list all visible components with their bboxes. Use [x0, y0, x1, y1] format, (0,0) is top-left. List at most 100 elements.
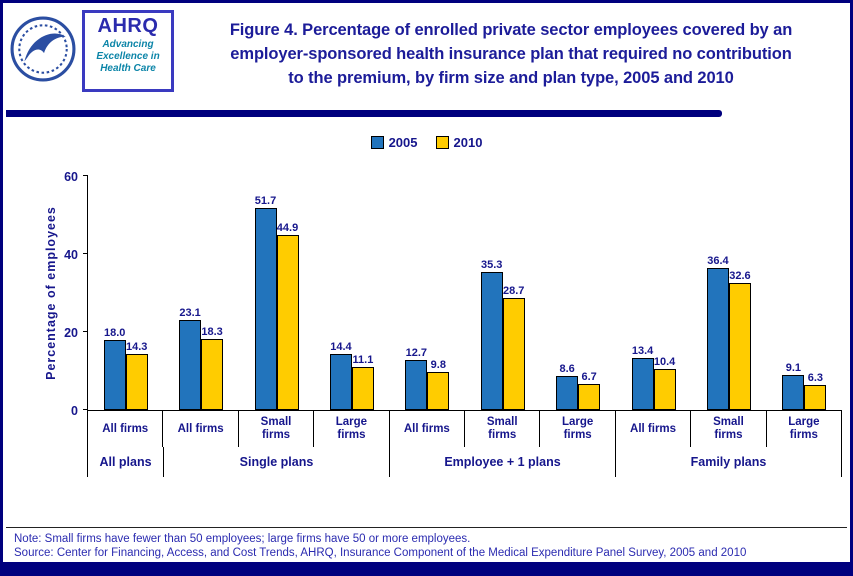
category-label: Small firms	[465, 411, 541, 447]
bar-value-label: 10.4	[653, 356, 676, 369]
bar-value-label: 44.9	[276, 221, 299, 234]
hhs-seal-icon	[10, 16, 76, 82]
figure-title: Figure 4. Percentage of enrolled private…	[182, 10, 840, 90]
y-tick-mark	[83, 175, 88, 176]
bar-rect	[782, 374, 805, 410]
bar-value-label: 28.7	[503, 285, 525, 298]
category-label: Large firms	[540, 411, 616, 447]
bar-rect	[329, 353, 352, 410]
bar-rect	[706, 268, 729, 410]
bar-rect	[578, 383, 601, 410]
legend-swatch-2010	[435, 136, 449, 149]
category-label: Large firms	[767, 411, 843, 447]
bar-value-label: 14.4	[330, 340, 352, 353]
bar-2005: 18.0	[103, 326, 126, 410]
group-axis-row: All plans Single plans Employee + 1 plans F…	[87, 447, 842, 477]
category-axis-row: All firms All firms Small firms Large firms…	[87, 411, 843, 447]
bar-pair: 18.0 14.3	[88, 176, 163, 410]
bar-2010: 18.3	[201, 325, 224, 410]
category-label: Small firms	[691, 411, 767, 447]
bar-value-label: 18.3	[201, 325, 223, 338]
bar-2005: 51.7	[254, 195, 277, 410]
bar-value-label: 12.7	[405, 347, 428, 360]
bar-value-label: 9.1	[785, 361, 801, 374]
bar-value-label: 9.8	[430, 358, 446, 371]
y-tick-label: 20	[64, 326, 78, 340]
bar-pair: 9.1 6.3	[767, 176, 842, 410]
legend-swatch-2005	[370, 136, 384, 149]
bar-value-label: 35.3	[481, 259, 503, 272]
bar-2010: 28.7	[502, 285, 525, 410]
bar-rect	[405, 360, 428, 410]
ahrq-logo-tagline: Advancing Excellence in Health Care	[87, 39, 169, 75]
bar-value-label: 51.7	[254, 195, 277, 208]
note-text: Note: Small firms have fewer than 50 emp…	[14, 533, 471, 545]
bar-2010: 11.1	[351, 354, 374, 410]
bar-2010: 32.6	[728, 269, 751, 410]
bar-pair: 51.7 44.9	[239, 176, 314, 410]
bar-rect	[631, 357, 654, 410]
footnotes: Note: Small firms have fewer than 50 emp…	[6, 527, 847, 560]
bar-chart: Percentage of employees 0 20 40 60 18.0 14.3 2…	[11, 170, 843, 477]
group-label: Employee + 1 plans	[390, 447, 616, 477]
category-label: All firms	[88, 411, 164, 447]
group-label: All plans	[88, 447, 164, 477]
bar-2010: 10.4	[653, 356, 676, 410]
bar-2010: 14.3	[125, 341, 148, 410]
y-tick-mark	[83, 253, 88, 254]
ahrq-tagline-line3: Health Care	[100, 63, 156, 74]
bar-rect	[480, 272, 503, 410]
figure-title-line3: to the premium, by firm size and plan ty…	[288, 69, 734, 87]
bar-2005: 35.3	[480, 259, 503, 410]
group-label: Family plans	[616, 447, 842, 477]
bar-pair: 13.4 10.4	[616, 176, 691, 410]
y-tick-label: 60	[64, 170, 78, 184]
plot-column: 0 20 40 60 18.0 14.3 23.1 18.3 51.7 44.9 14.4 11.1 1…	[64, 170, 843, 477]
y-tick-mark	[83, 409, 88, 410]
legend-item-2010: 2010	[435, 135, 482, 150]
bar-2005: 13.4	[631, 344, 654, 410]
header: AHRQ Advancing Excellence in Health Care…	[3, 3, 850, 107]
y-axis-title: Percentage of employees	[44, 206, 58, 380]
bar-value-label: 36.4	[707, 255, 729, 268]
bar-rect	[276, 234, 299, 410]
y-tick-label: 40	[64, 248, 78, 262]
bar-2005: 12.7	[405, 347, 428, 410]
bar-rect	[103, 339, 126, 410]
bar-rect	[804, 385, 827, 410]
bottom-accent-bar	[3, 562, 850, 573]
legend-item-2005: 2005	[370, 135, 418, 150]
bar-rect	[125, 354, 148, 410]
bar-2005: 8.6	[556, 363, 579, 410]
bar-pair: 8.6 6.7	[540, 176, 615, 410]
category-label: Large firms	[314, 411, 390, 447]
bar-pair: 12.7 9.8	[390, 176, 465, 410]
y-tick-mark	[83, 331, 88, 332]
ahrq-tagline-line1: Advancing	[102, 39, 154, 50]
bar-2005: 23.1	[179, 306, 202, 410]
bar-2010: 44.9	[276, 221, 299, 410]
bar-value-label: 6.7	[581, 370, 597, 383]
bar-rect	[427, 371, 450, 410]
group-label: Single plans	[164, 447, 390, 477]
bar-rect	[653, 369, 676, 410]
bar-value-label: 18.0	[103, 326, 126, 339]
bar-value-label: 14.3	[125, 341, 148, 354]
header-divider	[6, 110, 722, 117]
bar-2010: 6.7	[578, 370, 601, 410]
bar-rect	[728, 282, 751, 410]
bar-2005: 36.4	[706, 255, 729, 410]
bar-value-label: 13.4	[631, 344, 654, 357]
bar-value-label: 23.1	[179, 306, 201, 319]
ahrq-logo: AHRQ Advancing Excellence in Health Care	[82, 10, 174, 92]
figure-title-line1: Figure 4. Percentage of enrolled private…	[229, 21, 793, 39]
source-text: Source: Center for Financing, Access, an…	[14, 547, 747, 559]
category-label: All firms	[163, 411, 239, 447]
bar-value-label: 8.6	[559, 363, 575, 376]
bar-pair: 23.1 18.3	[163, 176, 238, 410]
bar-rect	[254, 208, 277, 410]
bar-value-label: 32.6	[729, 269, 751, 282]
bar-rect	[201, 338, 224, 410]
bar-pair: 14.4 11.1	[314, 176, 389, 410]
